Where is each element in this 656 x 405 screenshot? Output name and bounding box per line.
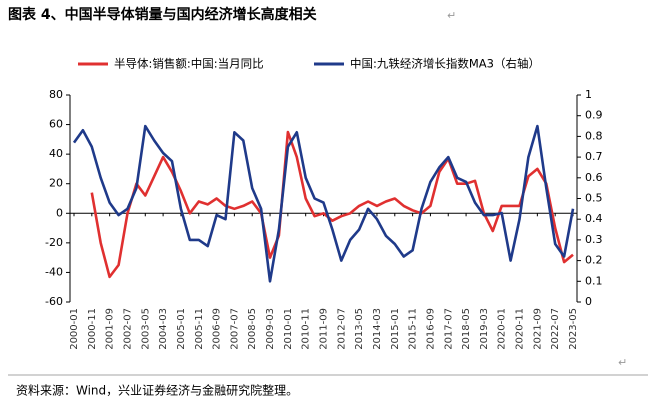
x-tick-label: 2005-11: [194, 308, 205, 350]
series-line: [90, 130, 574, 279]
x-tick-label: 2001-09: [105, 308, 116, 350]
x-tick-label: 2016-09: [425, 308, 436, 350]
x-tick-label: 2008-05: [247, 308, 258, 350]
y-tick-label: 40: [49, 147, 63, 160]
y-tick-label: 0: [56, 206, 63, 219]
x-tick-label: 2013-05: [354, 308, 365, 350]
x-tick-label: 2006-09: [212, 308, 223, 350]
x-tick-label: 2000-01: [69, 308, 80, 350]
x-tick-label: 2007-07: [229, 308, 240, 350]
x-tick-label: 2017-07: [443, 308, 454, 350]
y2-tick-label: 0.9: [585, 109, 603, 122]
legend-label: 半导体:销售额:中国:当月同比: [114, 57, 264, 71]
y2-tick-label: 0.6: [585, 171, 603, 184]
y2-tick-label: 0.1: [585, 274, 603, 287]
x-tick-label: 2000-11: [87, 308, 98, 350]
return-mark: ↵: [618, 356, 627, 369]
y2-tick-label: 0.8: [585, 129, 603, 142]
y2-tick-label: 0.4: [585, 212, 603, 225]
series-line: [72, 124, 575, 283]
y-tick-label: 60: [49, 118, 63, 131]
y-tick-label: -20: [45, 236, 63, 249]
y2-tick-label: 0.3: [585, 233, 603, 246]
x-tick-label: 2022-07: [550, 308, 561, 350]
y-tick-label: 80: [49, 88, 63, 101]
legend-label: 中国:九轶经济增长指数MA3（右轴）: [350, 57, 540, 71]
y2-tick-label: 0.7: [585, 150, 603, 163]
title: 图表 4、中国半导体销量与国内经济增长高度相关: [8, 6, 317, 23]
y2-tick-label: 0.2: [585, 254, 603, 267]
x-tick-label: 2018-05: [461, 308, 472, 350]
x-tick-label: 2010-01: [283, 308, 294, 350]
plot: -60 -40 -20 0 20 40 60 80 0 0.1 0.2 0.3 0.4 0.5 0.6 0.7…: [45, 57, 602, 350]
return-mark: ↵: [447, 9, 456, 22]
x-tick-label: 2012-07: [336, 308, 347, 350]
x-tick-label: 2004-03: [158, 308, 169, 350]
x-tick-label: 2020-01: [497, 308, 508, 350]
y2-tick-label: 0: [585, 295, 592, 308]
x-tick-label: 2005-01: [176, 308, 187, 350]
y-tick-label: -40: [45, 265, 63, 278]
x-tick-label: 2014-03: [372, 308, 383, 350]
y2-tick-label: 0.5: [585, 192, 603, 205]
y2-tick-label: 1: [585, 88, 592, 101]
x-tick-label: 2009-03: [265, 308, 276, 350]
x-tick-label: 2015-11: [408, 308, 419, 350]
x-tick-label: 2011-09: [319, 308, 330, 350]
x-tick-label: 2020-11: [515, 308, 526, 350]
y-tick-label: 20: [49, 177, 63, 190]
x-tick-label: 2023-05: [568, 308, 579, 350]
y-tick-label: -60: [45, 295, 63, 308]
x-tick-label: 2021-09: [532, 308, 543, 350]
x-tick-label: 2015-01: [390, 308, 401, 350]
x-tick-label: 2002-07: [122, 308, 133, 350]
x-tick-label: 2010-11: [301, 308, 312, 350]
source: 资料来源：Wind，兴业证券经济与金融研究院整理。: [16, 383, 298, 398]
x-tick-label: 2003-05: [140, 308, 151, 350]
x-tick-label: 2019-03: [479, 308, 490, 350]
